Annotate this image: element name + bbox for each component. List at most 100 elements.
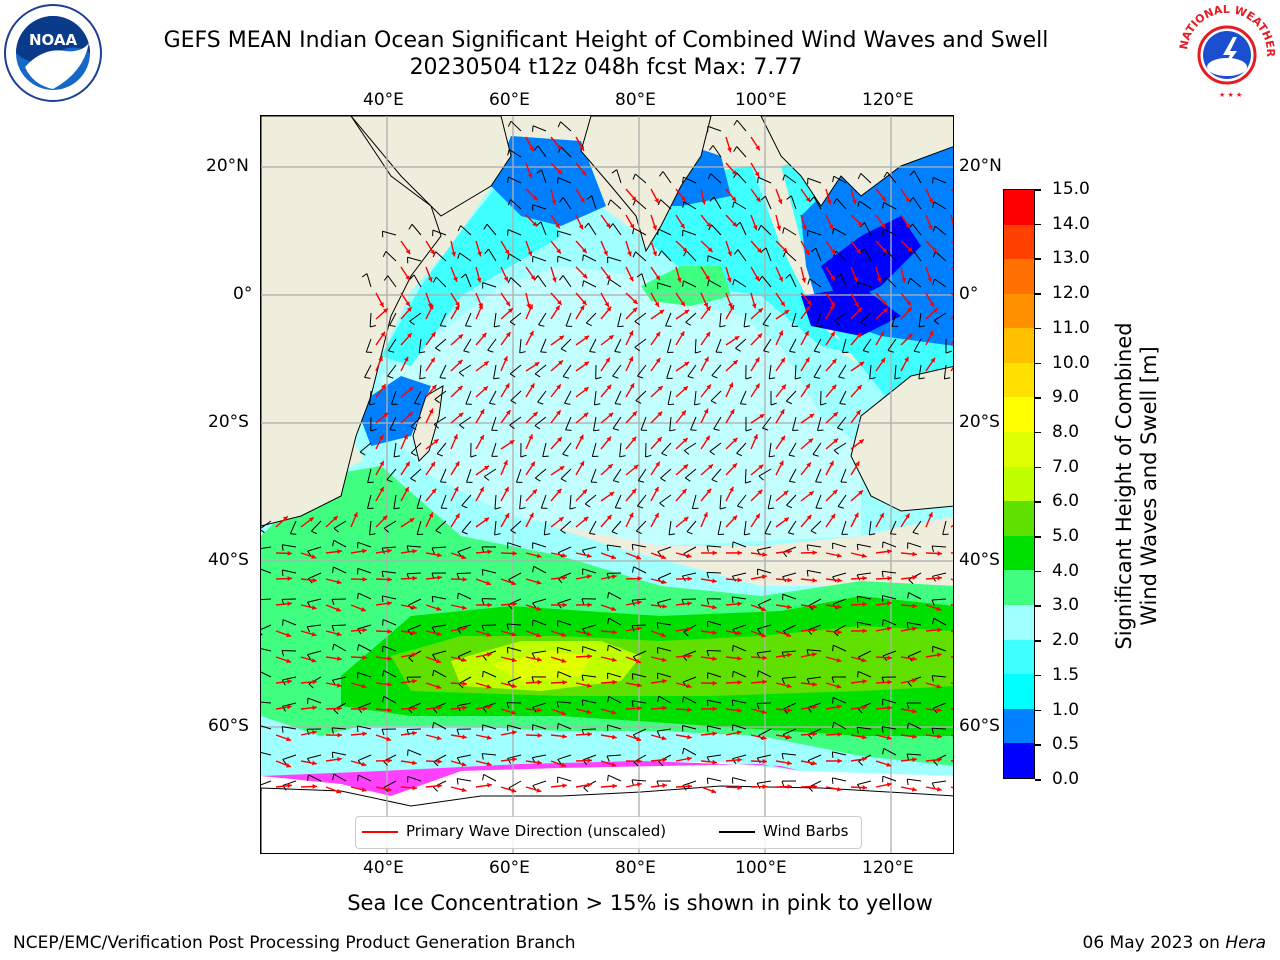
wind-barb	[418, 338, 422, 353]
wind-barb-flag	[537, 401, 544, 405]
wind-barb-flag	[711, 479, 718, 483]
wave-direction-arrowhead	[337, 732, 342, 738]
wind-barb	[483, 468, 497, 478]
wave-direction-arrowhead	[387, 577, 392, 582]
wind-barb-flag	[589, 532, 596, 535]
wind-barb	[808, 598, 822, 607]
wave-direction-arrowhead	[530, 461, 535, 467]
wind-barb-flag	[908, 579, 914, 585]
wind-barb	[564, 390, 572, 404]
wave-direction-arrowhead	[781, 384, 786, 390]
colorbar	[1003, 189, 1035, 779]
wind-barb	[261, 751, 272, 756]
wind-barb-flag	[432, 708, 438, 714]
wave-direction-arrowhead	[936, 786, 942, 792]
wind-barb	[619, 442, 622, 457]
wind-barb	[758, 598, 772, 606]
wind-barb-flag	[707, 173, 712, 180]
wind-barb-flag	[633, 761, 639, 767]
wind-barb-flag	[856, 596, 859, 603]
wave-direction-arrowhead	[387, 629, 392, 634]
wind-barb	[532, 754, 547, 759]
wind-barb-flag	[732, 279, 735, 286]
wind-barb	[393, 494, 397, 509]
wave-direction-arrowhead	[687, 653, 692, 659]
wave-direction-arrowhead	[476, 277, 482, 283]
wind-barb-flag	[381, 547, 385, 554]
wind-barb-flag	[781, 753, 784, 760]
wave-direction-arrowhead	[859, 361, 865, 367]
wave-direction-arrowhead	[683, 516, 689, 522]
wind-barb-flag	[432, 276, 437, 283]
wind-barb-flag	[637, 375, 644, 379]
wind-barb	[807, 624, 822, 631]
wave-direction-arrowhead	[436, 658, 442, 664]
wind-barb-flag	[735, 347, 741, 352]
wave-direction-arrowhead	[912, 551, 917, 557]
wind-barb-flag	[460, 273, 467, 279]
wave-direction-arrowhead	[528, 434, 533, 440]
wind-barb	[333, 539, 347, 548]
wind-barb	[682, 724, 697, 730]
wind-barb-flag	[789, 480, 796, 483]
wave-direction-arrowhead	[412, 785, 417, 791]
wave-direction-arrowhead	[880, 223, 886, 229]
wind-barb	[632, 779, 647, 782]
right-lat-tick: 20°S	[959, 412, 1000, 432]
wave-direction-arrowhead	[737, 708, 742, 713]
wind-barb-flag	[419, 377, 426, 380]
wind-barb	[711, 468, 722, 480]
wind-barb	[634, 312, 647, 322]
wind-barb	[634, 338, 647, 348]
wave-direction-arrowhead	[806, 300, 812, 306]
wind-barb	[683, 280, 697, 288]
wind-barb-flag	[710, 400, 717, 405]
wave-direction-arrowhead	[703, 302, 709, 308]
wind-barb	[732, 624, 747, 630]
wind-barb-flag	[435, 530, 442, 534]
wave-direction-arrowhead	[911, 708, 917, 714]
wave-direction-arrowhead	[662, 705, 667, 711]
colorbar-segment	[1004, 570, 1034, 606]
wind-barb-flag	[306, 626, 311, 633]
wave-direction-arrowhead	[555, 223, 560, 229]
wind-barb	[557, 754, 572, 760]
wave-direction-arrowhead	[561, 710, 567, 716]
wind-barb	[683, 442, 697, 452]
wave-direction-arrowhead	[407, 412, 413, 417]
wind-barb-flag	[612, 375, 619, 379]
wind-barb-flag	[932, 618, 935, 625]
wind-barb-flag	[832, 722, 835, 729]
colorbar-tick-label: 3.0	[1052, 595, 1080, 616]
wind-barb-flag	[932, 251, 936, 258]
wind-barb	[382, 230, 397, 236]
wind-barb	[739, 390, 747, 405]
wave-direction-arrowhead	[337, 549, 342, 554]
wave-direction-arrowhead	[703, 512, 708, 518]
wave-direction-arrowhead	[405, 249, 411, 255]
wind-barb	[307, 697, 322, 704]
wave-direction-arrowhead	[386, 787, 392, 792]
wind-barb	[386, 468, 397, 480]
colorbar-tick-label: 6.0	[1052, 491, 1080, 512]
wave-direction-arrowhead	[451, 251, 456, 257]
wave-direction-arrowhead	[911, 678, 917, 683]
wind-barb	[616, 169, 622, 184]
wind-barb-flag	[657, 696, 660, 703]
wind-barb	[358, 644, 372, 652]
wind-barb-flag	[781, 781, 785, 788]
colorbar-segment	[1004, 466, 1034, 502]
wind-barb	[744, 468, 747, 484]
wind-barb	[732, 777, 747, 782]
colorbar-tick-label: 11.0	[1052, 317, 1090, 338]
wave-direction-arrowhead	[556, 488, 562, 494]
wind-barb-flag	[507, 176, 509, 183]
wind-barb	[358, 774, 372, 782]
wind-barb-flag	[906, 753, 909, 760]
wind-barb-flag	[706, 598, 710, 605]
colorbar-tick-label: 15.0	[1052, 179, 1090, 199]
colorbar-tick-mark	[1035, 189, 1041, 191]
wave-direction-arrowhead	[787, 734, 792, 740]
wind-barb	[261, 780, 272, 786]
wind-barb-flag	[457, 593, 459, 600]
